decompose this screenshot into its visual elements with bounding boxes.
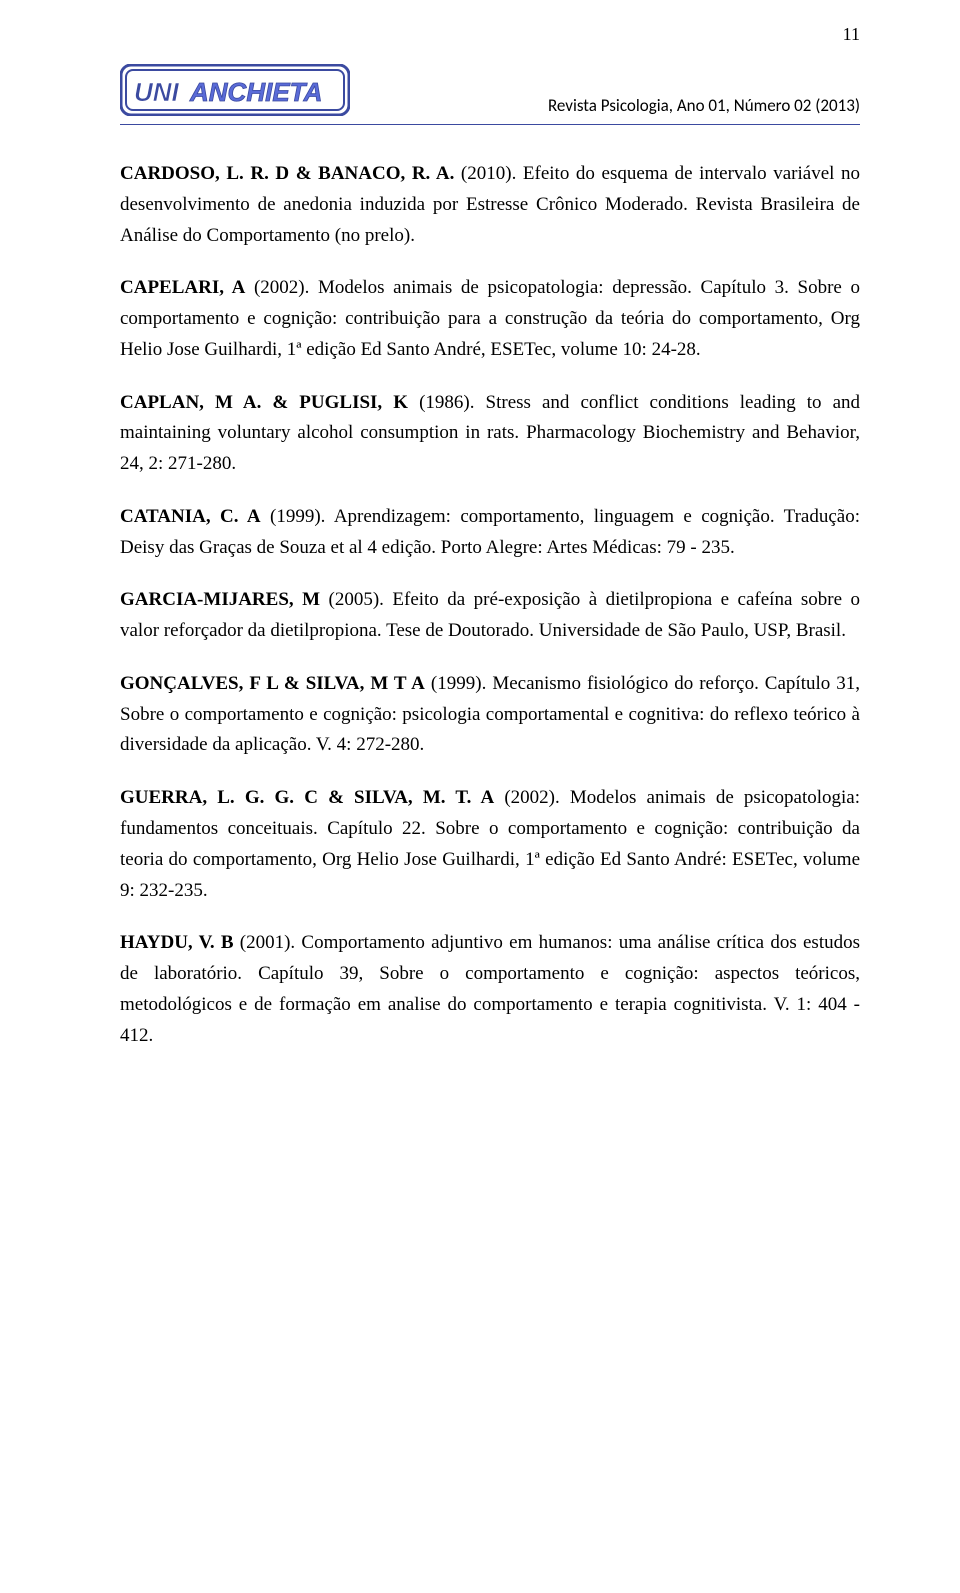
reference-item: CARDOSO, L. R. D & BANACO, R. A. (2010).… bbox=[120, 159, 860, 251]
reference-item: HAYDU, V. B (2001). Comportamento adjunt… bbox=[120, 928, 860, 1051]
references-list: CARDOSO, L. R. D & BANACO, R. A. (2010).… bbox=[120, 159, 860, 1051]
svg-text:UNI: UNI bbox=[134, 77, 180, 107]
reference-author: GARCIA-MIJARES, M bbox=[120, 589, 320, 610]
reference-author: CAPELARI, A bbox=[120, 277, 245, 298]
unianchieta-logo: UNI ANCHIETA bbox=[120, 64, 350, 121]
header-divider bbox=[120, 124, 860, 125]
svg-text:ANCHIETA: ANCHIETA bbox=[189, 77, 322, 107]
page-header: UNI ANCHIETA Revista Psicologia, Ano 01,… bbox=[120, 64, 860, 125]
reference-item: GARCIA-MIJARES, M (2005). Efeito da pré-… bbox=[120, 585, 860, 647]
reference-item: CATANIA, C. A (1999). Aprendizagem: comp… bbox=[120, 502, 860, 564]
document-page: 11 UNI ANCHIETA Revista Psicologia, Ano … bbox=[0, 0, 960, 1593]
reference-author: GONÇALVES, F L & SILVA, M T A bbox=[120, 673, 425, 694]
reference-author: GUERRA, L. G. G. C & SILVA, M. T. A bbox=[120, 787, 494, 808]
reference-item: GONÇALVES, F L & SILVA, M T A (1999). Me… bbox=[120, 669, 860, 761]
reference-author: CARDOSO, L. R. D & BANACO, R. A. bbox=[120, 163, 454, 184]
page-number: 11 bbox=[843, 24, 860, 45]
reference-item: CAPELARI, A (2002). Modelos animais de p… bbox=[120, 273, 860, 365]
reference-author: CAPLAN, M A. & PUGLISI, K bbox=[120, 392, 408, 413]
reference-author: HAYDU, V. B bbox=[120, 932, 234, 953]
reference-author: CATANIA, C. A bbox=[120, 506, 261, 527]
reference-item: CAPLAN, M A. & PUGLISI, K (1986). Stress… bbox=[120, 388, 860, 480]
reference-item: GUERRA, L. G. G. C & SILVA, M. T. A (200… bbox=[120, 783, 860, 906]
